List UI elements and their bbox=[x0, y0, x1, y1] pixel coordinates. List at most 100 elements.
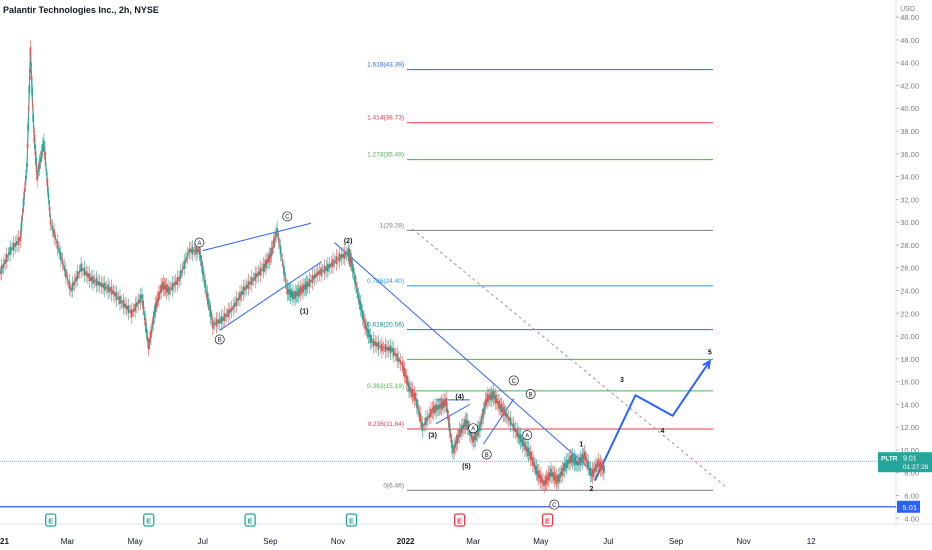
candle-body bbox=[408, 383, 410, 392]
candle-body bbox=[75, 277, 77, 282]
candle-body bbox=[169, 288, 172, 290]
earnings-badge bbox=[454, 513, 466, 527]
wave-label-text: (4) bbox=[455, 394, 464, 401]
candle-body bbox=[263, 265, 266, 267]
wave-labels: A B C (1) (2) (4) (3) (5) A B C B A C 1 2 3 4 5 bbox=[194, 211, 712, 510]
y-tick-label: 40.00 bbox=[900, 104, 919, 113]
y-tick-label: 38.00 bbox=[900, 127, 919, 136]
candle-body bbox=[240, 291, 243, 296]
candle-body bbox=[337, 258, 339, 260]
candle-body bbox=[92, 276, 94, 285]
wave-label-text: A bbox=[471, 427, 475, 433]
candle-body bbox=[196, 248, 199, 253]
fib-level-label: 0.618(20.56) bbox=[367, 322, 404, 329]
candle-body bbox=[498, 400, 501, 409]
candle-body bbox=[171, 282, 174, 291]
candle-body bbox=[264, 259, 267, 268]
candle-body bbox=[443, 399, 445, 408]
wave-label-text: 2 bbox=[590, 486, 594, 493]
candle-body bbox=[88, 273, 91, 282]
candle-body bbox=[570, 455, 573, 460]
candle-body bbox=[486, 394, 489, 403]
candle-body bbox=[161, 284, 164, 286]
candle-body bbox=[534, 465, 537, 470]
candle-body bbox=[484, 399, 487, 408]
candle-body bbox=[593, 467, 596, 472]
candle-body bbox=[355, 282, 357, 287]
candle-body bbox=[412, 394, 415, 396]
candle-body bbox=[36, 172, 39, 181]
wave-label: 3 bbox=[620, 377, 624, 384]
candle-body bbox=[48, 206, 51, 211]
wave-label: (4) bbox=[455, 394, 464, 401]
candle-body bbox=[436, 405, 439, 410]
candle-body bbox=[330, 262, 333, 267]
candle-body bbox=[31, 87, 34, 96]
candle-body bbox=[411, 388, 414, 397]
candle-body bbox=[333, 261, 336, 263]
candle-body bbox=[223, 313, 226, 322]
candle-body bbox=[54, 239, 57, 241]
wave-label: C bbox=[549, 499, 560, 510]
candle-body bbox=[577, 461, 579, 466]
candle-body bbox=[586, 460, 588, 465]
candle-body bbox=[598, 464, 601, 466]
candle-body bbox=[347, 248, 350, 257]
candle-body bbox=[394, 354, 397, 356]
candle-body bbox=[58, 248, 61, 253]
candle-body bbox=[482, 408, 485, 417]
wave-label-text: B bbox=[485, 453, 489, 459]
fib-level-label: 1.618(43.39) bbox=[367, 62, 404, 69]
candle-body bbox=[276, 228, 279, 233]
candle-body bbox=[421, 423, 424, 432]
candle-body bbox=[591, 469, 594, 478]
current-price-badge bbox=[878, 452, 932, 473]
candle-body bbox=[298, 291, 301, 293]
candle-body bbox=[509, 417, 512, 426]
candle-body bbox=[494, 395, 497, 404]
candle-body bbox=[568, 458, 570, 463]
candle-body bbox=[5, 254, 8, 263]
upper-wedge-line bbox=[202, 222, 312, 252]
countdown-timer: 01:27:28 bbox=[903, 464, 929, 471]
candle-body bbox=[16, 241, 18, 246]
candle-body bbox=[220, 315, 223, 324]
y-tick-label: 20.00 bbox=[900, 332, 919, 341]
candle-body bbox=[289, 289, 292, 298]
candle-body bbox=[538, 476, 541, 478]
candle-body bbox=[208, 305, 211, 310]
candle-body bbox=[470, 432, 472, 437]
candle-body bbox=[249, 282, 252, 284]
candle-body bbox=[44, 151, 46, 160]
candle-body bbox=[518, 434, 521, 439]
candle-body bbox=[542, 480, 544, 485]
fib-level-label: 0(6.46) bbox=[383, 482, 404, 489]
candle-body bbox=[78, 271, 81, 273]
axes: 4.006.008.0010.0012.0014.0016.0018.0020.… bbox=[0, 6, 932, 546]
candle-body bbox=[454, 443, 457, 448]
candle-body bbox=[271, 247, 274, 249]
candle-body bbox=[120, 301, 123, 303]
candle-body bbox=[419, 413, 422, 422]
candle-body bbox=[310, 280, 312, 282]
candle-body bbox=[159, 292, 161, 294]
candle-body bbox=[139, 295, 142, 304]
candle-body bbox=[490, 392, 493, 401]
candle-body bbox=[51, 225, 54, 230]
x-tick-label: Sep bbox=[263, 537, 278, 546]
wave-label: (3) bbox=[428, 433, 437, 440]
wave-label-circle bbox=[508, 375, 519, 386]
candle-body bbox=[117, 298, 120, 300]
candle-body bbox=[354, 275, 356, 284]
candle-body bbox=[40, 151, 43, 156]
candle-body bbox=[97, 280, 99, 285]
candle-body bbox=[431, 408, 434, 413]
wave-label: 1 bbox=[579, 442, 583, 449]
wave-label-text: (5) bbox=[462, 463, 471, 470]
wave-label: B bbox=[525, 389, 536, 400]
candle-body bbox=[98, 281, 101, 286]
wave-label-text: B bbox=[218, 338, 222, 344]
candle-body bbox=[528, 453, 531, 455]
lower-wedge-line bbox=[219, 261, 322, 331]
